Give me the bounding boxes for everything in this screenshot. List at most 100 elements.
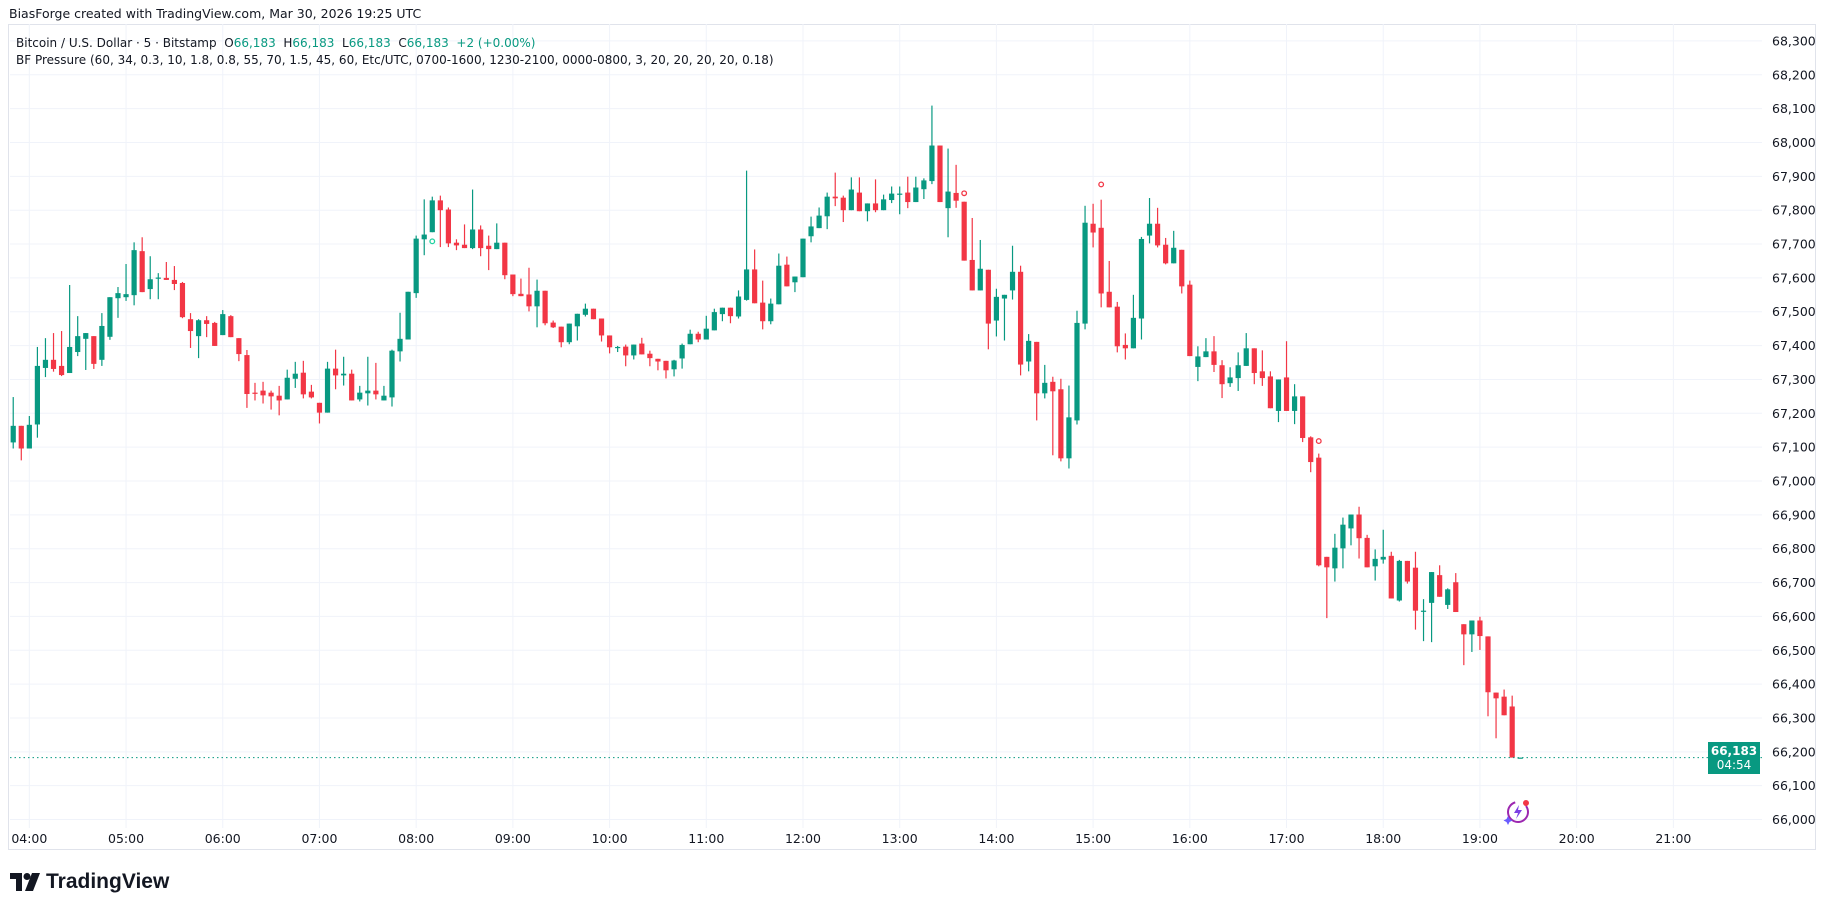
candle-body (349, 373, 355, 401)
candle-body (1058, 389, 1064, 459)
price-tick-label: 66,200 (1772, 744, 1816, 759)
bar-countdown: 04:54 (1716, 757, 1752, 772)
price-axis[interactable]: 66,000 66,100 66,200 66,300 66,400 66,500 66,6… (1772, 33, 1816, 827)
candle-body (856, 192, 863, 212)
time-tick-label: 15:00 (1075, 831, 1111, 846)
candle-body (324, 368, 331, 413)
time-tick-label: 14:00 (978, 831, 1014, 846)
candle-body (99, 325, 105, 360)
candle-body (1404, 560, 1411, 582)
candle-body (1090, 223, 1096, 233)
candle-body (784, 264, 790, 287)
candle-body (236, 338, 242, 355)
candle-body (67, 346, 73, 374)
price-tick-label: 66,600 (1772, 609, 1816, 624)
sell-signal-marker (961, 190, 968, 197)
low-value: 66,183 (348, 36, 391, 50)
candle-body (42, 359, 49, 368)
candle-body (921, 180, 927, 190)
candle-body (445, 209, 452, 244)
close-label: C (398, 36, 407, 50)
time-tick-label: 11:00 (688, 831, 724, 846)
candle-body (1243, 348, 1249, 366)
price-tick-label: 67,100 (1772, 440, 1816, 455)
candle-body (1420, 610, 1427, 612)
candle-body (1066, 417, 1072, 459)
candle-body (598, 318, 605, 336)
symbol-name: Bitcoin / U.S. Dollar · 5 · Bitstamp (16, 36, 217, 50)
candle-body (639, 343, 645, 355)
candle-body (204, 320, 210, 324)
candle-body (615, 346, 621, 349)
candle-body (75, 336, 81, 353)
lightning-sparkle-icon[interactable] (1502, 797, 1532, 827)
time-tick-label: 16:00 (1172, 831, 1208, 846)
candle-body (83, 333, 89, 339)
candle-body (623, 346, 629, 356)
candle-body (1300, 396, 1306, 439)
tradingview-logo-icon (10, 873, 40, 891)
candle-body (461, 244, 468, 249)
candle-body (768, 303, 774, 322)
candle-body (195, 320, 202, 337)
candle-body (389, 350, 395, 398)
candle-body (1348, 514, 1354, 529)
candle-body (824, 196, 830, 217)
candle-body (1082, 222, 1088, 324)
time-tick-label: 07:00 (301, 831, 337, 846)
candle-body (510, 274, 516, 295)
indicator-legend[interactable]: BF Pressure (60, 34, 0.3, 10, 1.8, 0.8, … (16, 53, 774, 67)
candle-body (880, 199, 887, 211)
candle-body (816, 215, 822, 229)
candle-body (711, 312, 717, 331)
candle-body (897, 193, 903, 195)
candle-body (937, 145, 943, 203)
candle-body (316, 402, 323, 413)
candle-body (558, 326, 564, 343)
time-tick-label: 18:00 (1365, 831, 1401, 846)
candle-body (1154, 223, 1161, 246)
candle-body (494, 242, 500, 250)
candle-body (107, 297, 113, 337)
candle-body (115, 293, 121, 299)
candle-body (1332, 547, 1338, 569)
price-tick-label: 67,200 (1772, 406, 1816, 421)
candle-body (123, 294, 129, 298)
candle-body (864, 203, 871, 212)
candle-body (1380, 556, 1386, 560)
open-label: O (224, 36, 234, 50)
candle-body (945, 191, 951, 209)
candle-body (486, 245, 492, 250)
grid-lines (10, 24, 1762, 828)
candle-body (413, 238, 419, 294)
candle-body (969, 259, 975, 291)
candle-body (590, 308, 597, 320)
price-tick-label: 68,100 (1772, 101, 1816, 116)
time-tick-label: 05:00 (108, 831, 144, 846)
candle-body (913, 187, 919, 203)
logo-text: TradingView (46, 870, 170, 893)
price-tick-label: 67,500 (1772, 304, 1816, 319)
time-axis[interactable]: 04:00 05:00 06:00 07:00 08:00 09:00 10:00 11:00… (11, 831, 1691, 846)
price-tick-label: 66,800 (1772, 541, 1816, 556)
candle-body (341, 373, 347, 376)
candle-body (735, 296, 742, 317)
candle-body (792, 276, 798, 283)
candle-body (163, 277, 169, 280)
candle-body (1171, 247, 1177, 264)
candle-body (397, 338, 403, 352)
candle-body (1308, 437, 1314, 463)
price-tick-label: 67,400 (1772, 338, 1816, 353)
signal-markers (429, 181, 1322, 445)
candle-body (800, 238, 806, 278)
tradingview-logo[interactable]: TradingView (10, 870, 169, 894)
candle-body (1259, 371, 1265, 379)
candle-body (760, 302, 766, 322)
candle-body (1364, 537, 1370, 568)
candle-body (292, 373, 298, 379)
symbol-legend[interactable]: Bitcoin / U.S. Dollar · 5 · Bitstamp O 66… (16, 36, 535, 50)
candle-body (671, 360, 677, 370)
candle-body (1235, 365, 1241, 379)
attribution-text: BiasForge created with TradingView.com, … (9, 6, 422, 21)
